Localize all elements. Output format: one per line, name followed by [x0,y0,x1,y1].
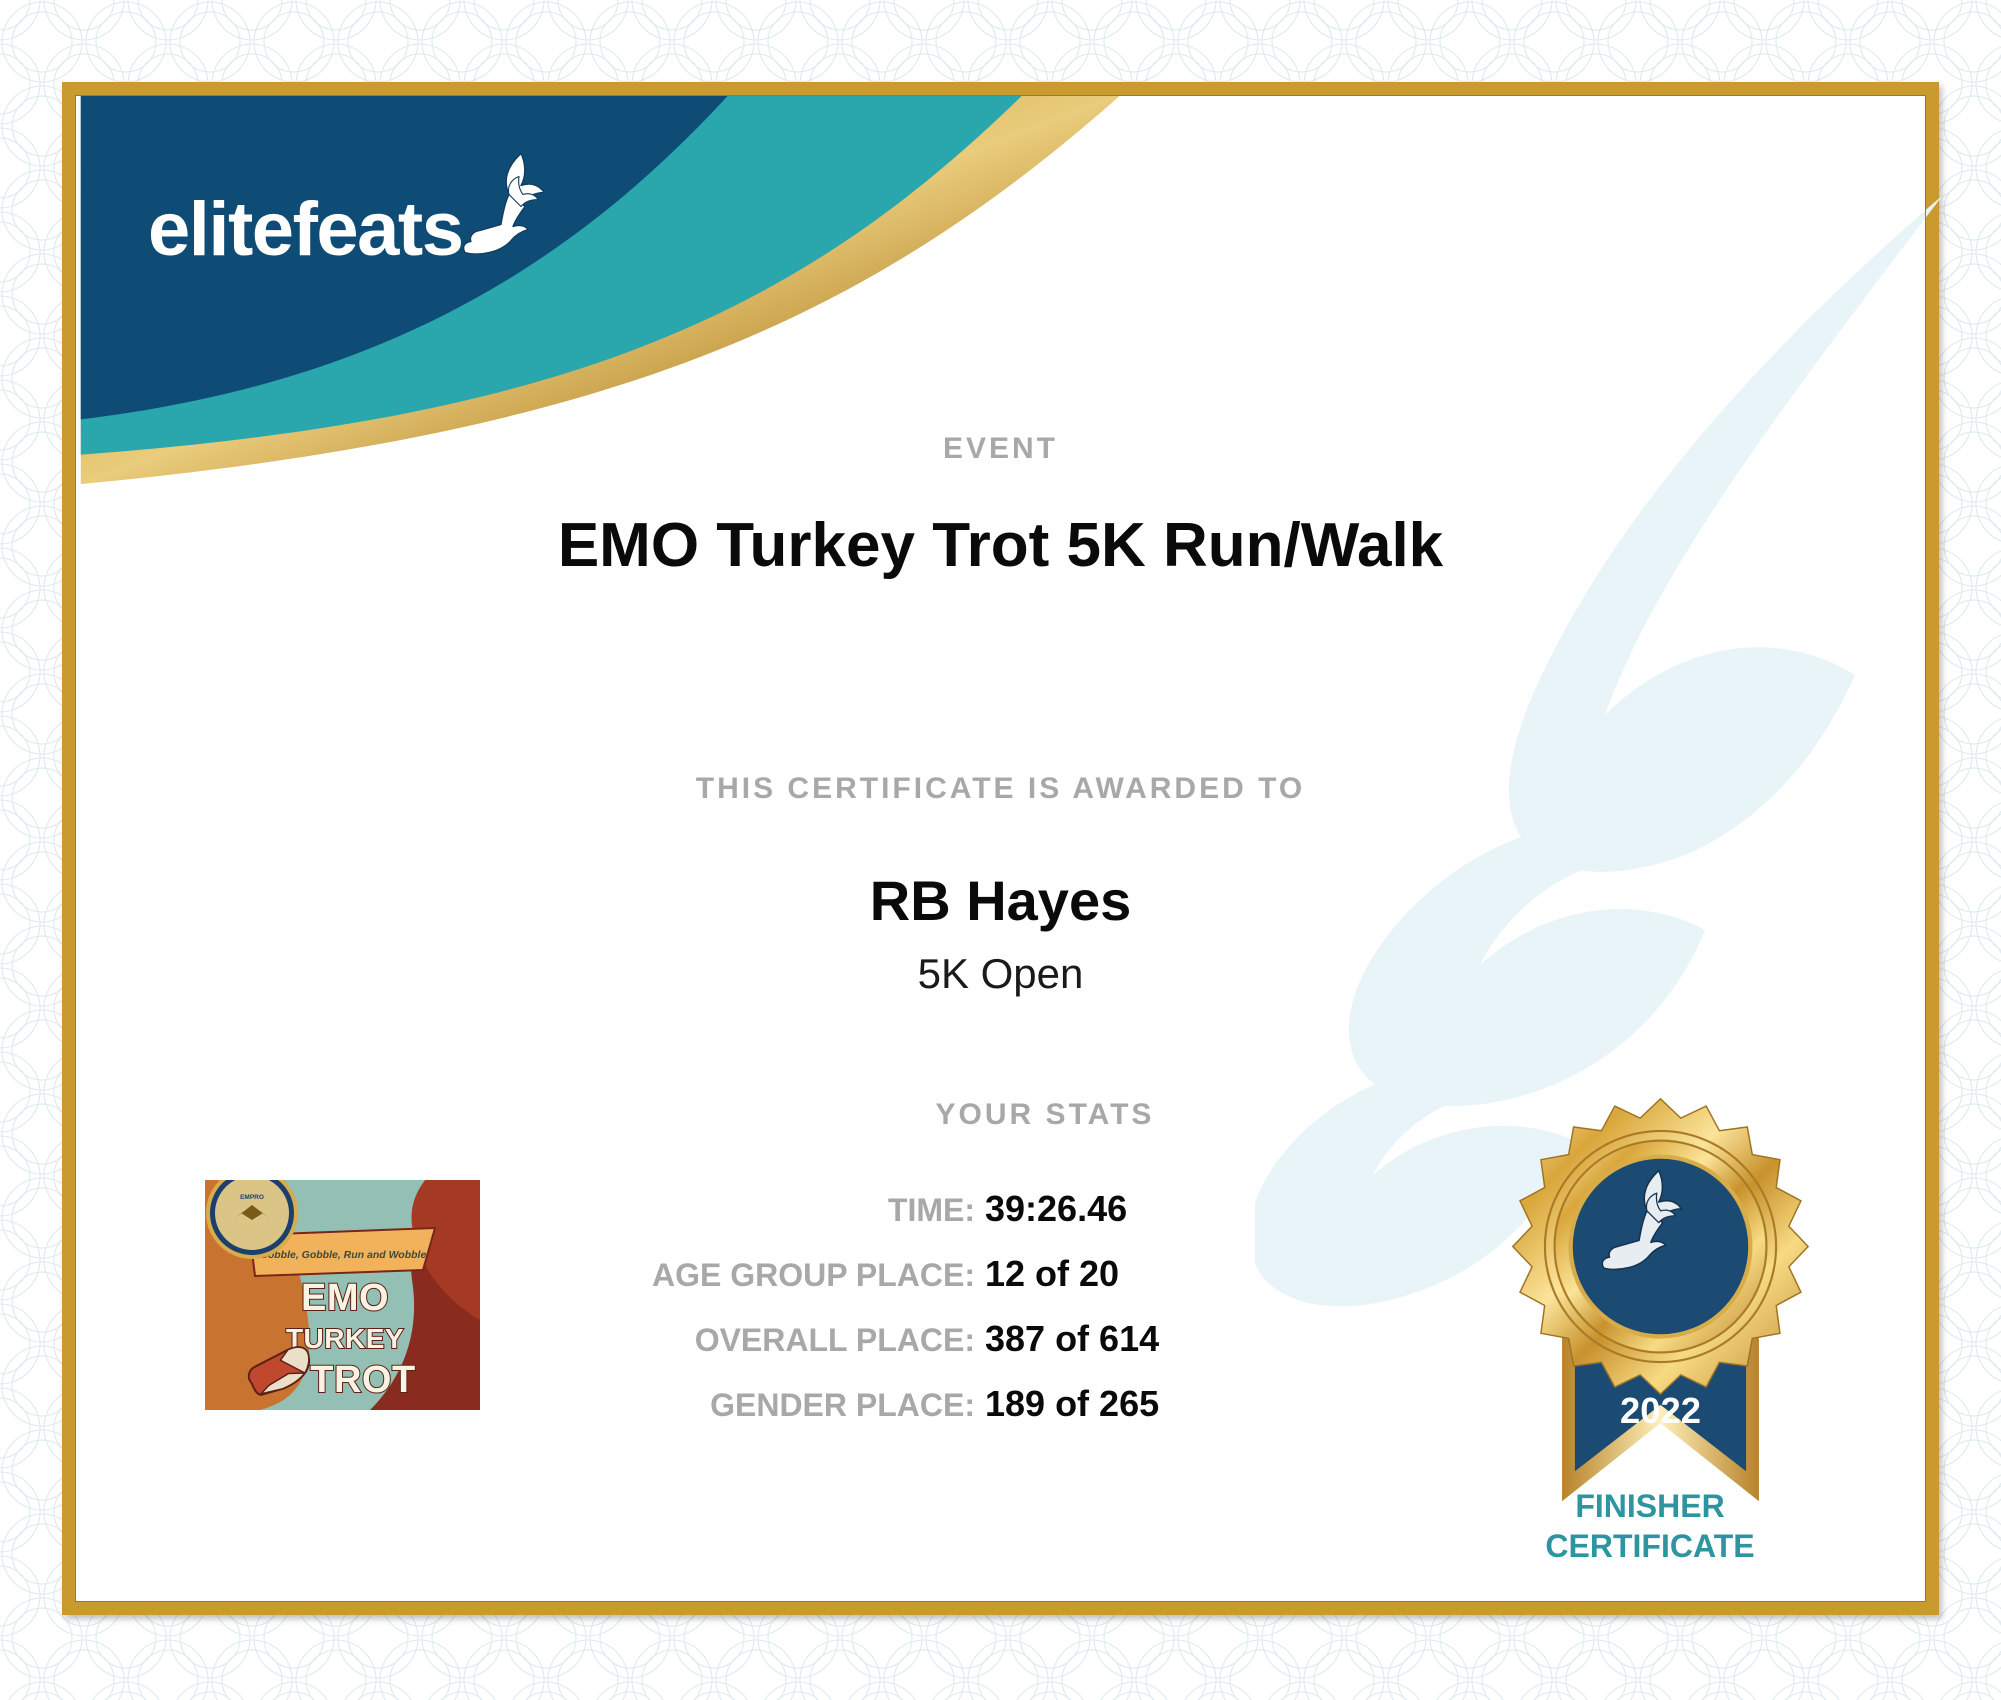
svg-text:2022: 2022 [1620,1390,1701,1431]
svg-text:Gobble, Gobble, Run and Wobble: Gobble, Gobble, Run and Wobble [260,1249,427,1261]
svg-text:EMO: EMO [301,1277,389,1319]
svg-text:EMPRO: EMPRO [240,1194,264,1201]
svg-text:elitefeats: elitefeats [148,187,463,272]
svg-text:TROT: TROT [310,1359,415,1401]
